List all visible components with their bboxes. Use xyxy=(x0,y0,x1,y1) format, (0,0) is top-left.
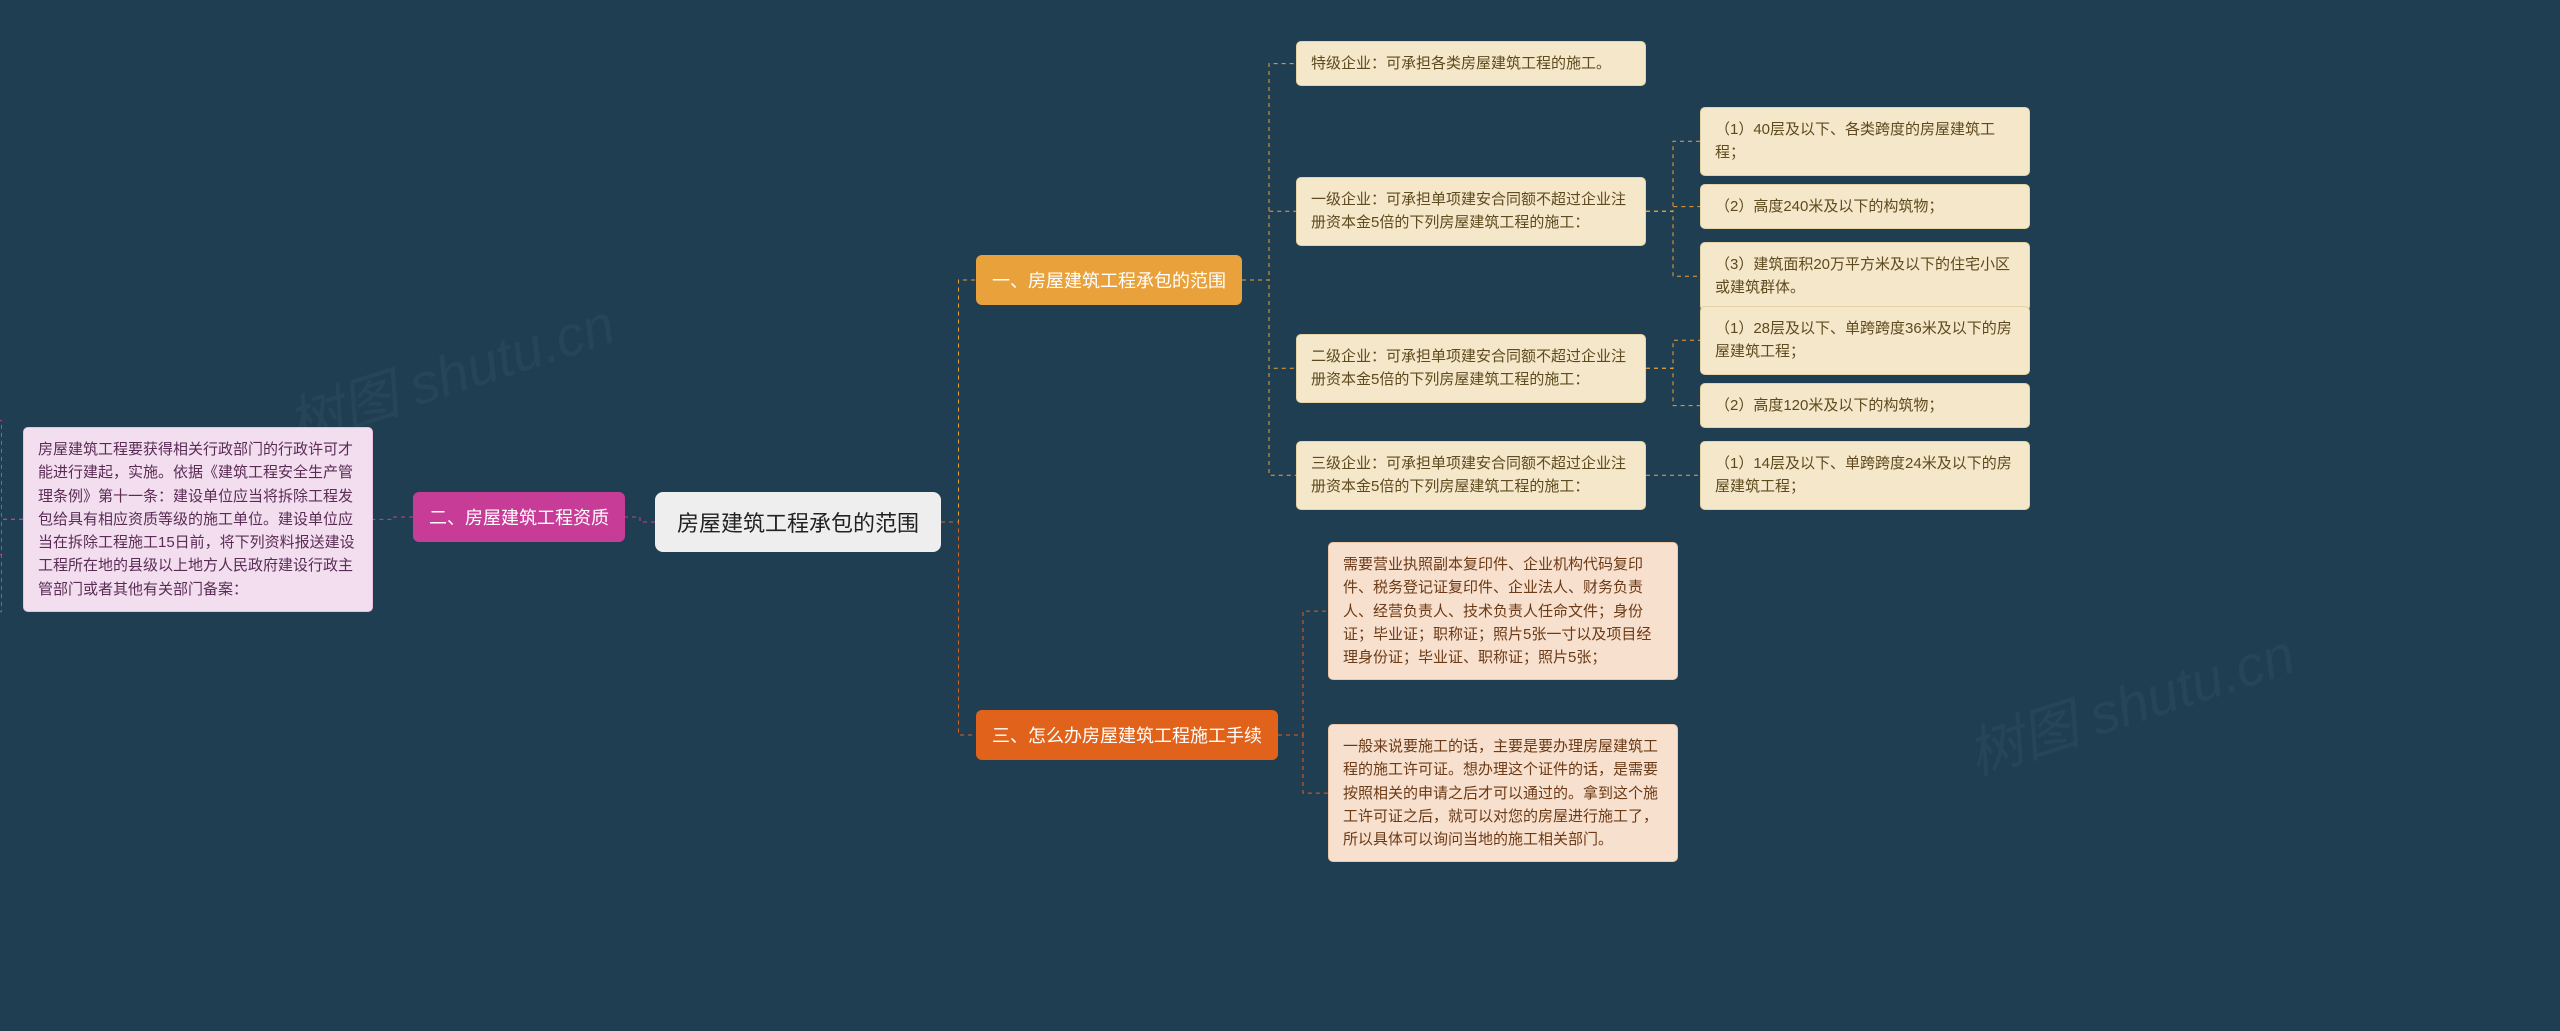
branch-node: 二、房屋建筑工程资质 xyxy=(413,492,625,542)
leaf-node: （2）高度120米及以下的构筑物； xyxy=(1700,383,2030,428)
leaf-node: （3）建筑面积20万平方米及以下的住宅小区或建筑群体。 xyxy=(1700,242,2030,311)
leaf-node: （1）14层及以下、单跨跨度24米及以下的房屋建筑工程； xyxy=(1700,441,2030,510)
leaf-node: 二级企业：可承担单项建安合同额不超过企业注册资本金5倍的下列房屋建筑工程的施工： xyxy=(1296,334,1646,403)
leaf-node: （2）高度240米及以下的构筑物； xyxy=(1700,184,2030,229)
leaf-node: 三级企业：可承担单项建安合同额不超过企业注册资本金5倍的下列房屋建筑工程的施工： xyxy=(1296,441,1646,510)
leaf-node: 特级企业：可承担各类房屋建筑工程的施工。 xyxy=(1296,41,1646,86)
branch-node: 一、房屋建筑工程承包的范围 xyxy=(976,255,1242,305)
leaf-node: 需要营业执照副本复印件、企业机构代码复印件、税务登记证复印件、企业法人、财务负责… xyxy=(1328,542,1678,680)
branch-node: 三、怎么办房屋建筑工程施工手续 xyxy=(976,710,1278,760)
leaf-node: 一般来说要施工的话，主要是要办理房屋建筑工程的施工许可证。想办理这个证件的话，是… xyxy=(1328,724,1678,862)
center-node: 房屋建筑工程承包的范围 xyxy=(655,492,941,552)
leaf-node: 一级企业：可承担单项建安合同额不超过企业注册资本金5倍的下列房屋建筑工程的施工： xyxy=(1296,177,1646,246)
leaf-node: 房屋建筑工程要获得相关行政部门的行政许可才能进行建起，实施。依据《建筑工程安全生… xyxy=(23,427,373,612)
watermark: 树图 shutu.cn xyxy=(1956,610,2304,792)
connectors-layer xyxy=(0,0,2560,1031)
leaf-node: （1）28层及以下、单跨跨度36米及以下的房屋建筑工程； xyxy=(1700,306,2030,375)
leaf-node: （1）40层及以下、各类跨度的房屋建筑工程； xyxy=(1700,107,2030,176)
